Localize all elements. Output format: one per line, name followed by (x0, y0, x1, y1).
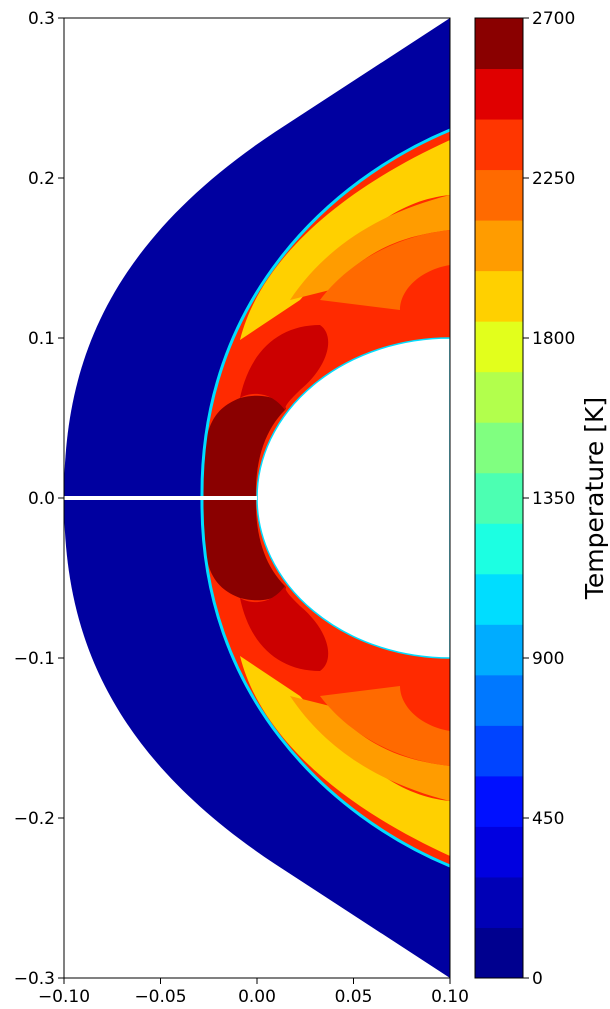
contour-band-red-upper (240, 325, 329, 410)
contour-band-red-lower (240, 586, 329, 671)
colorbar-tick-label: 0 (532, 969, 543, 989)
colorbar-band (475, 18, 523, 70)
colorbar-band (475, 422, 523, 474)
colorbar-band (475, 725, 523, 777)
y-tick-label: −0.1 (14, 649, 55, 669)
colorbar-band (475, 472, 523, 524)
contour-band-orange2-top (320, 230, 450, 310)
contour-band-yellow-bottom (240, 656, 450, 856)
colorbar-band (475, 270, 523, 322)
x-tick-label: −0.05 (134, 987, 186, 1007)
x-tick-label: 0.10 (431, 987, 469, 1007)
colorbar-band (475, 674, 523, 726)
colorbar-tick-label: 450 (532, 809, 564, 829)
colorbar-band (475, 775, 523, 827)
y-tick-label: 0.2 (28, 169, 55, 189)
colorbar-band (475, 169, 523, 221)
contour-band-yellow-top (240, 140, 450, 340)
plot-area (64, 18, 450, 978)
x-tick-label: 0.00 (238, 987, 276, 1007)
colorbar-tick-label: 2700 (532, 9, 575, 29)
y-tick-label: 0.3 (28, 9, 55, 29)
contour-band-orange-top (290, 195, 450, 300)
y-axis: −0.3 −0.2 −0.1 0.0 0.1 0.2 0.3 (14, 9, 64, 989)
colorbar-label: Temperature [K] (580, 397, 609, 600)
y-tick-label: −0.2 (14, 809, 55, 829)
contour-band-orange2-bottom (320, 686, 450, 766)
colorbar-band (475, 523, 523, 575)
colorbar-tick-label: 2250 (532, 169, 575, 189)
colorbar-band (475, 826, 523, 878)
blunt-body (256, 337, 450, 659)
colorbar-tick-label: 1350 (532, 489, 575, 509)
colorbar-ticks: 0 450 900 1350 1800 2250 2700 (523, 9, 575, 989)
colorbar (475, 18, 523, 979)
colorbar-band (475, 119, 523, 171)
colorbar-tick-label: 1800 (532, 329, 575, 349)
x-tick-label: 0.05 (335, 987, 373, 1007)
x-axis: −0.10 −0.05 0.00 0.05 0.10 (38, 978, 469, 1007)
colorbar-band (475, 927, 523, 979)
colorbar-band (475, 321, 523, 373)
colorbar-band (475, 876, 523, 928)
colorbar-band (475, 624, 523, 676)
colorbar-band (475, 371, 523, 423)
colorbar-band (475, 68, 523, 120)
colorbar-band (475, 573, 523, 625)
contour-band-orange-bottom (290, 696, 450, 801)
y-tick-label: 0.1 (28, 329, 55, 349)
x-tick-label: −0.10 (38, 987, 90, 1007)
y-tick-label: −0.3 (14, 969, 55, 989)
y-tick-label: 0.0 (28, 489, 55, 509)
colorbar-tick-label: 900 (532, 649, 564, 669)
colorbar-band (475, 220, 523, 272)
